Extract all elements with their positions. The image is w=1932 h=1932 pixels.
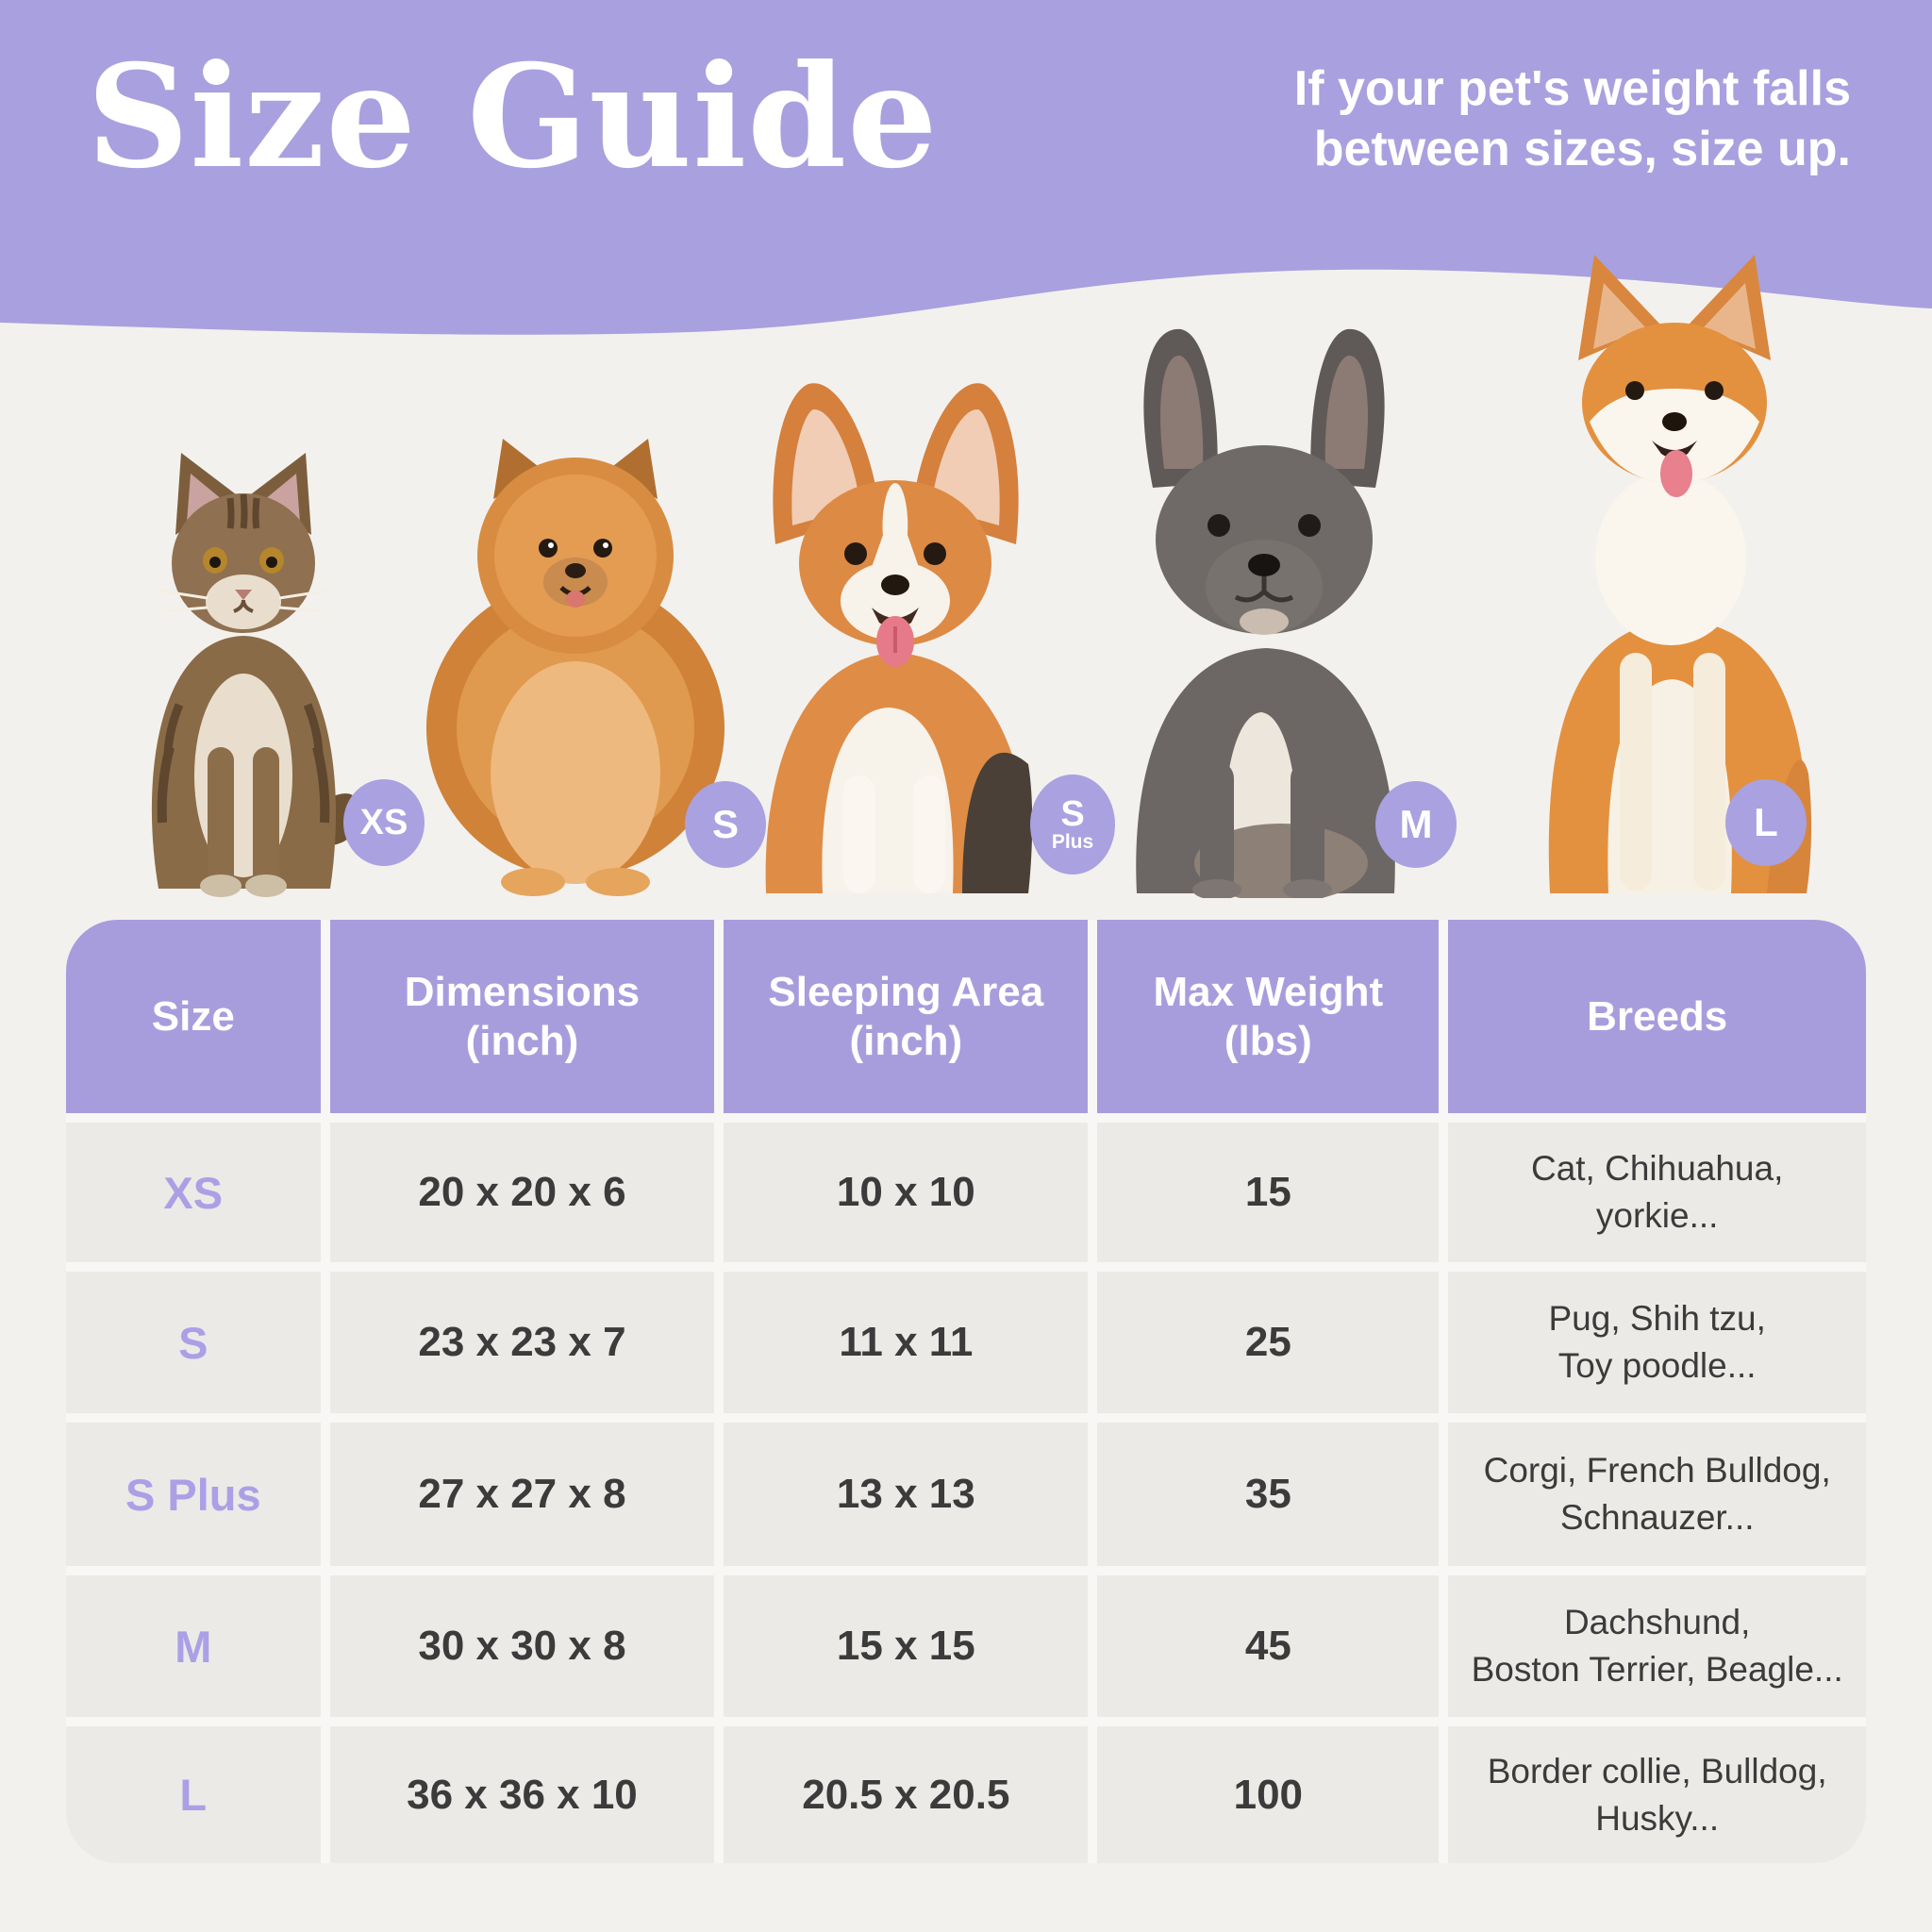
size-badge-m: M [1375, 781, 1457, 868]
col-header-breeds: Breeds [1448, 920, 1866, 1113]
row-m-sleeping-area: 15 x 15 [724, 1575, 1089, 1717]
row-s-max-weight: 25 [1097, 1272, 1440, 1413]
row-m-size: M [66, 1575, 321, 1717]
row-s-size: S [66, 1272, 321, 1413]
pet-photo-pomeranian [420, 412, 731, 898]
sizing-note-line2: between sizes, size up. [1313, 122, 1851, 177]
row-l-dimensions: 36 x 36 x 10 [329, 1726, 715, 1863]
row-xs-dimensions: 20 x 20 x 6 [329, 1123, 715, 1262]
row-xs-breeds: Cat, Chihuahua, yorkie... [1448, 1123, 1866, 1262]
size-table: Size Dimensions (inch) Sleeping Area (in… [66, 920, 1866, 1863]
size-badge-s-plus-sublabel: Plus [1051, 830, 1094, 853]
row-xs-sleeping-area: 10 x 10 [724, 1123, 1089, 1262]
size-badge-m-label: M [1399, 802, 1433, 846]
size-badge-l-label: L [1754, 800, 1778, 844]
row-l-sleeping-area: 20.5 x 20.5 [724, 1726, 1089, 1863]
size-badge-s-label: S [711, 802, 739, 846]
size-badge-s: S [685, 781, 766, 868]
page-title: Size Guide [87, 34, 939, 200]
row-s-breeds: Pug, Shih tzu, Toy poodle... [1448, 1272, 1866, 1413]
sizing-note: If your pet's weight falls between sizes… [1294, 58, 1851, 180]
row-xs-max-weight: 15 [1097, 1123, 1440, 1262]
row-s-dimensions: 23 x 23 x 7 [329, 1272, 715, 1413]
size-badge-xs-label: XS [359, 803, 408, 842]
row-xs-size: XS [66, 1123, 321, 1262]
pet-photo-shiba-inu [1467, 247, 1882, 898]
sizing-note-line1: If your pet's weight falls [1293, 61, 1851, 116]
row-m-breeds: Dachshund, Boston Terrier, Beagle... [1448, 1575, 1866, 1717]
row-m-dimensions: 30 x 30 x 8 [329, 1575, 715, 1717]
col-header-max-weight: Max Weight (lbs) [1097, 920, 1440, 1113]
size-badge-xs: XS [343, 779, 425, 866]
pet-photo-french-bulldog [1066, 308, 1462, 898]
row-l-max-weight: 100 [1097, 1726, 1440, 1863]
row-s-sleeping-area: 11 x 11 [724, 1272, 1089, 1413]
col-header-size: Size [66, 920, 321, 1113]
pet-photo-corgi [709, 370, 1082, 898]
col-header-dimensions: Dimensions (inch) [329, 920, 715, 1113]
row-s-plus-breeds: Corgi, French Bulldog, Schnauzer... [1448, 1423, 1866, 1566]
size-badge-s-plus-label: S [1060, 793, 1085, 834]
size-badge-l: L [1725, 779, 1807, 866]
row-s-plus-max-weight: 35 [1097, 1423, 1440, 1566]
pet-photo-cat [121, 436, 366, 898]
col-header-sleeping-area: Sleeping Area (inch) [724, 920, 1089, 1113]
row-l-breeds: Border collie, Bulldog, Husky... [1448, 1726, 1866, 1863]
size-badge-s-plus: S Plus [1030, 774, 1115, 874]
row-s-plus-size: S Plus [66, 1423, 321, 1566]
row-m-max-weight: 45 [1097, 1575, 1440, 1717]
header-wave-band [0, 0, 1932, 335]
row-s-plus-sleeping-area: 13 x 13 [724, 1423, 1089, 1566]
row-l-size: L [66, 1726, 321, 1863]
row-s-plus-dimensions: 27 x 27 x 8 [329, 1423, 715, 1566]
